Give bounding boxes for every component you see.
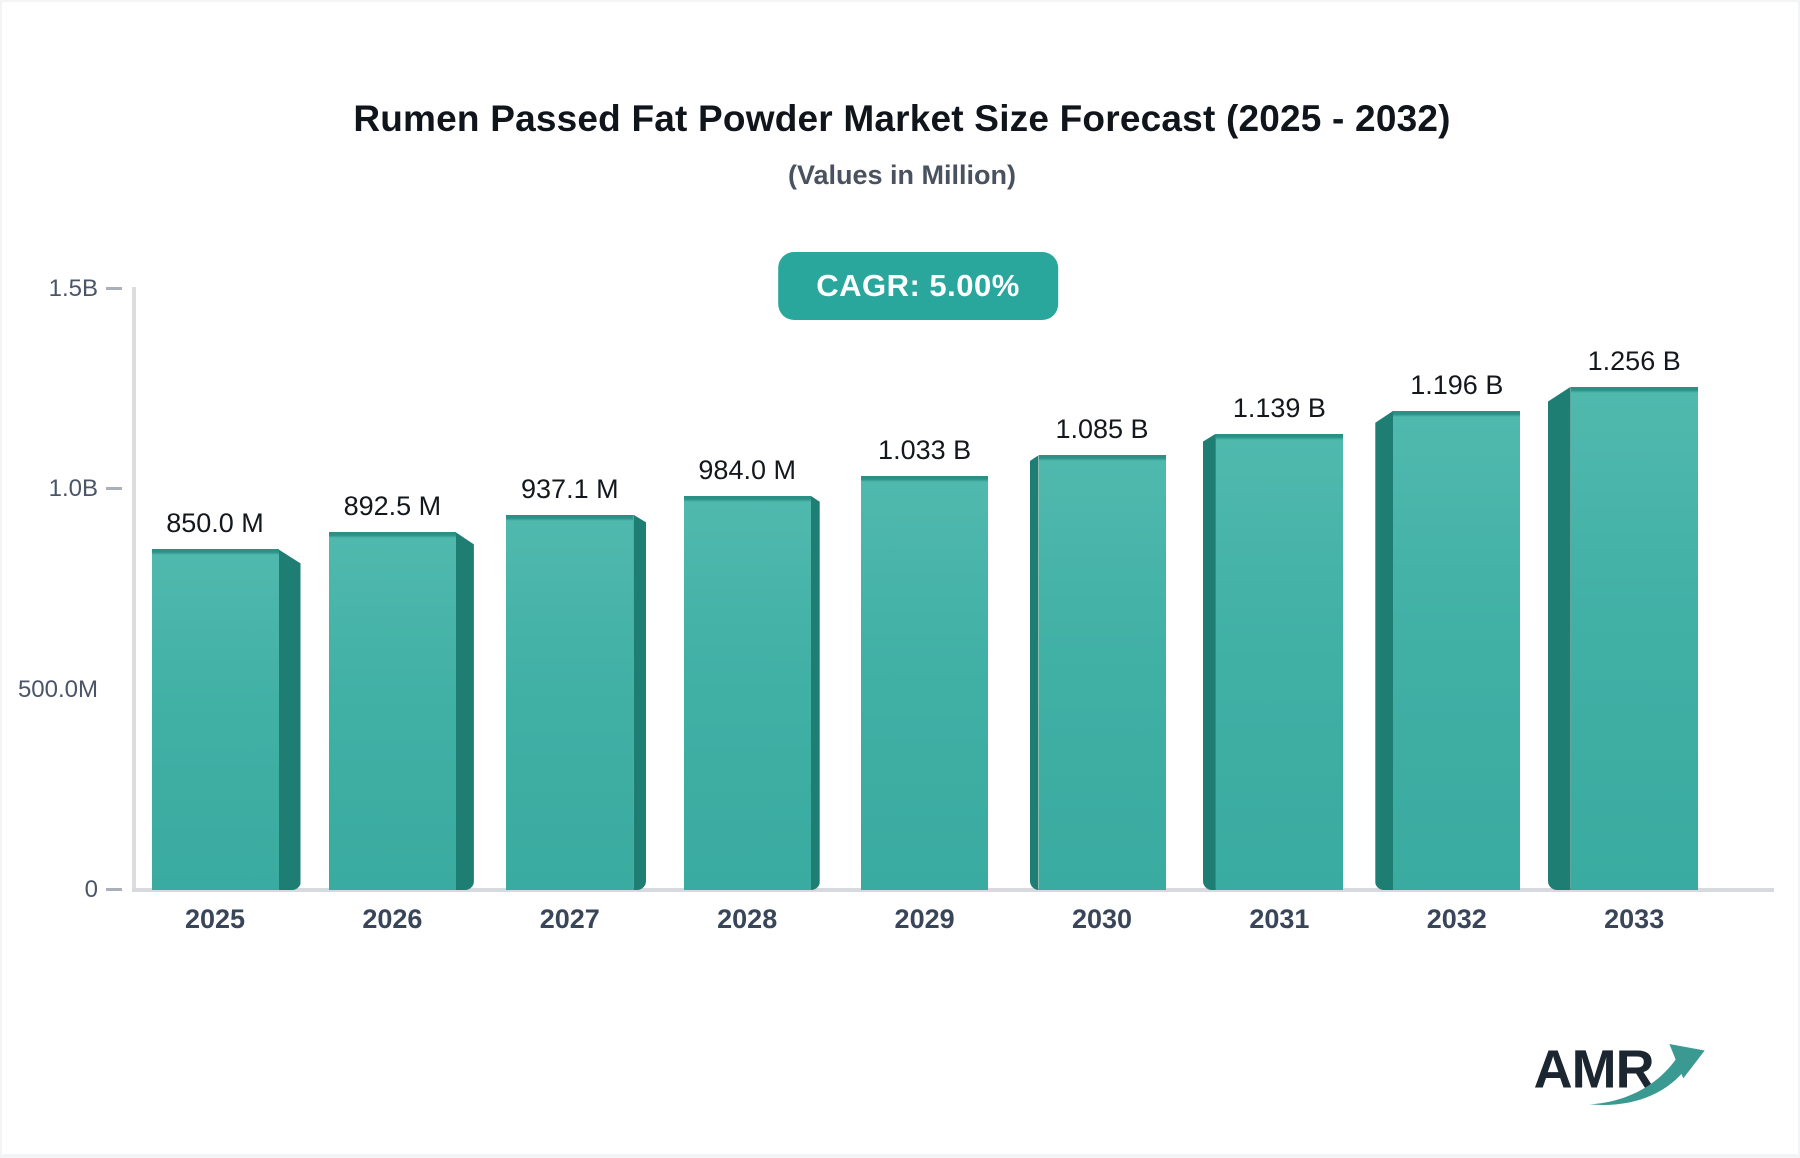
amr-logo: AMR [1534,1040,1705,1105]
x-axis-label-2025: 2025 [184,904,246,934]
bar-side-2026 [455,532,474,890]
bar-2027[interactable] [506,514,634,890]
y-axis-tick-mark [106,487,122,491]
bar-2033[interactable] [1570,386,1698,890]
bar-value-label: 1.196 B [1410,369,1504,400]
amr-logo-arrow-head [1669,1043,1705,1079]
bar-2032[interactable] [1393,410,1521,890]
x-axis-label-2029: 2029 [894,904,955,934]
x-axis-label-2028: 2028 [717,904,778,934]
bar-2031[interactable] [1215,433,1343,890]
x-axis-label-2032: 2032 [1426,904,1487,934]
bar-value-label: 984.0 M [698,454,796,485]
bar-2026[interactable] [328,532,456,890]
bar-side-2027 [633,514,647,890]
bar-value-label: 1.139 B [1232,392,1326,423]
bar-value-label: 850.0 M [166,508,264,539]
x-axis-label-2027: 2027 [539,904,600,934]
x-axis-label-2033: 2033 [1604,904,1665,934]
y-axis-tick-label: 0 [84,876,98,903]
bar-value-label: 1.085 B [1055,414,1149,445]
bar-2028[interactable] [683,495,811,890]
bar-value-label: 937.1 M [521,473,619,504]
y-axis-tick-label: 500.0M [17,675,98,703]
bar-2029[interactable] [861,476,989,890]
bar-side-2025 [278,549,301,890]
bar-side-2030 [1029,455,1039,890]
bar-side-2031 [1202,433,1216,890]
chart-title: Rumen Passed Fat Powder Market Size Fore… [353,98,1451,139]
y-axis-tick-label: 1.0B [48,475,98,503]
y-axis-tick-mark [106,287,122,290]
bar-2030[interactable] [1038,455,1166,890]
x-axis-label-2026: 2026 [362,904,423,934]
bar-value-label: 892.5 M [343,491,442,522]
chart-subtitle: (Values in Million) [787,160,1017,190]
bar-value-label: 1.033 B [878,435,972,466]
bar-value-label: 1.256 B [1587,345,1681,376]
y-axis-tick-mark [106,888,122,891]
amr-logo-text: AMR [1534,1040,1654,1100]
y-axis-line [132,287,136,892]
x-axis-label-2030: 2030 [1071,904,1133,934]
bar-side-2032 [1375,410,1394,890]
bar-side-2028 [810,495,820,890]
x-axis-line [132,888,1774,892]
bar-side-2033 [1547,386,1571,890]
bar-2025[interactable] [151,549,279,890]
cagr-badge: CAGR: 5.00% [778,252,1058,320]
y-axis-tick-label: 1.5B [48,275,98,302]
x-axis-label-2031: 2031 [1249,904,1310,934]
